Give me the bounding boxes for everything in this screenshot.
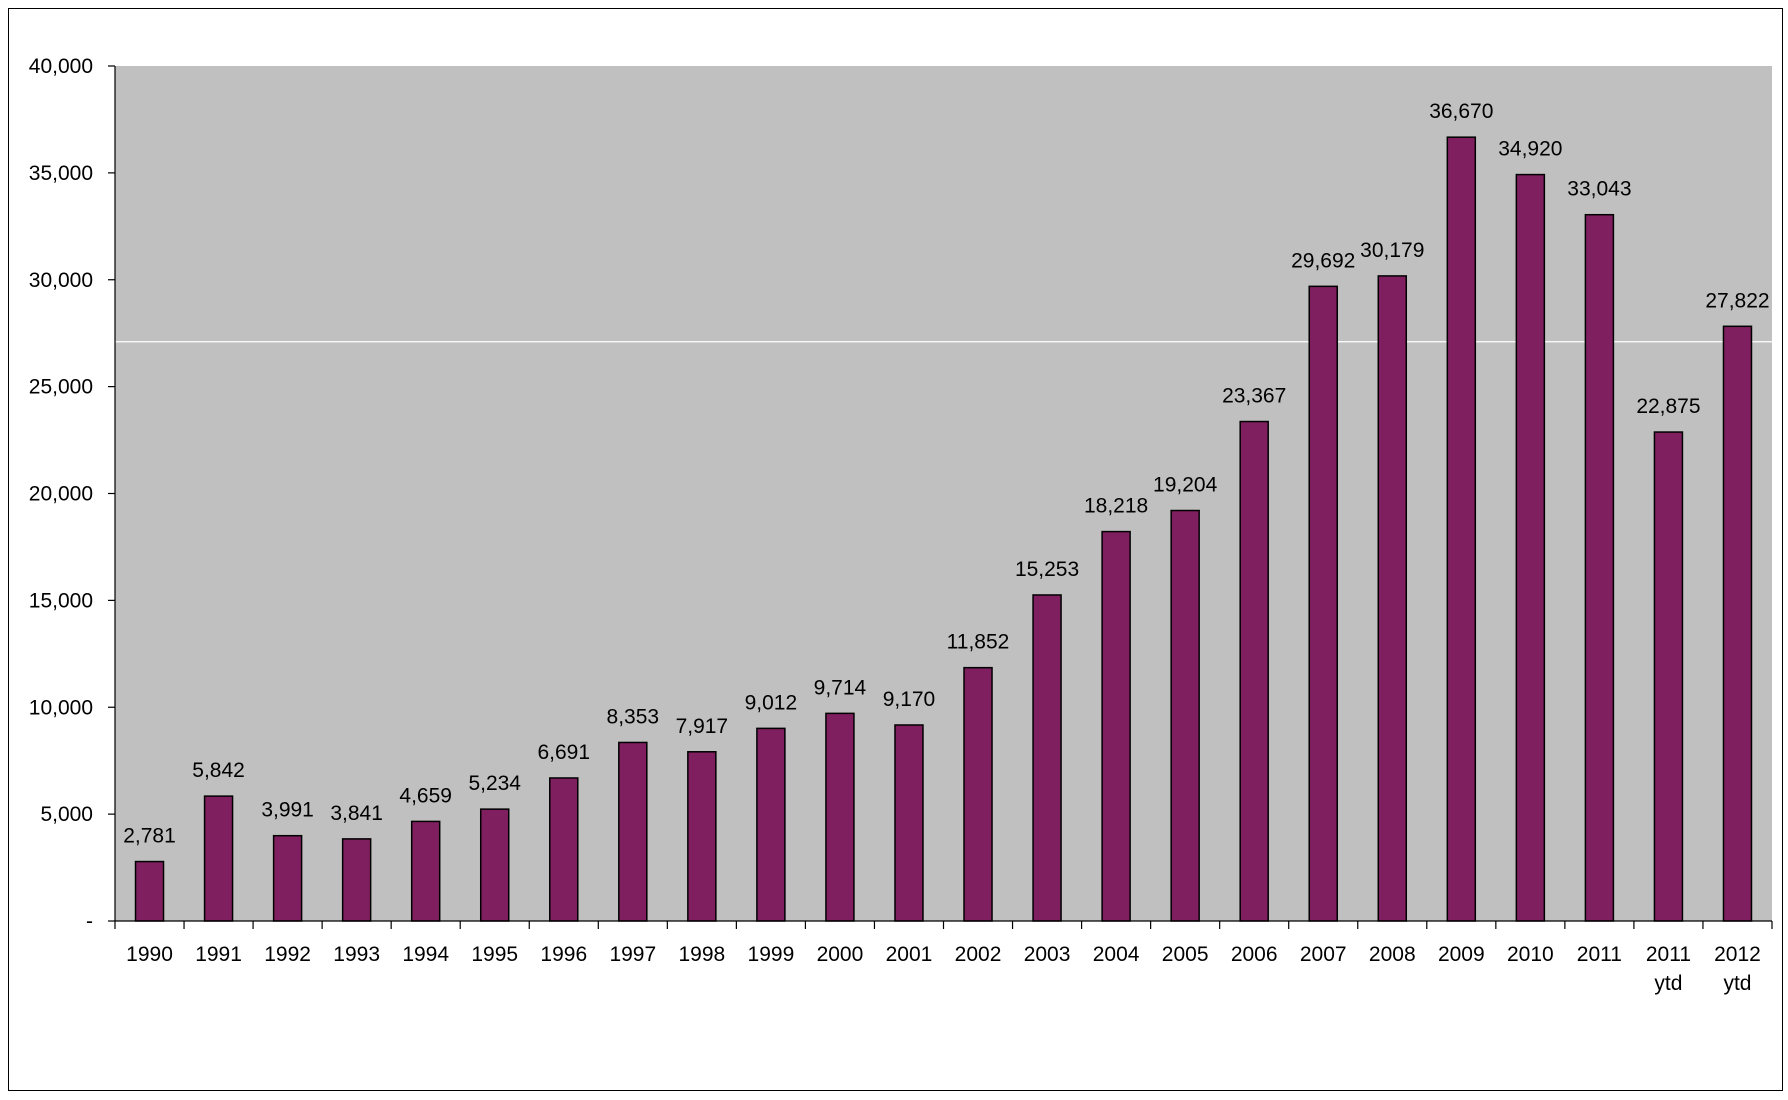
data-label: 15,253 [1015, 558, 1079, 581]
x-tick-label: 2010 [1507, 943, 1554, 966]
x-tick-label: 2006 [1231, 943, 1278, 966]
data-label: 8,353 [607, 705, 660, 728]
bar [1446, 136, 1477, 922]
bars-group [134, 136, 1753, 922]
bar [1239, 420, 1269, 922]
x-axis: 1990 1991 1992 1993 1994 1995 1996 1997 1998 1999… [114, 920, 1773, 995]
data-label: 3,841 [330, 802, 383, 825]
y-axis: - 5,000 10,000 15,000 20,000 25,000 30,000 35,0… [29, 55, 116, 933]
x-tick-label: 2002 [955, 943, 1002, 966]
bar [272, 834, 303, 922]
bar [825, 712, 855, 922]
data-label: 9,714 [814, 676, 867, 699]
x-tick-label: 2003 [1024, 943, 1071, 966]
data-label: 6,691 [537, 741, 590, 764]
data-label: 9,012 [745, 691, 798, 714]
bar [1722, 325, 1753, 922]
x-tick-label: 2008 [1369, 943, 1416, 966]
x-tick-label: 1990 [126, 943, 173, 966]
data-label: 34,920 [1498, 138, 1562, 161]
data-label: 3,991 [261, 799, 314, 822]
bar [1101, 530, 1131, 922]
data-label: 2,781 [123, 825, 176, 848]
x-tick-label: 1993 [333, 943, 380, 966]
y-tick-label: 5,000 [40, 803, 93, 826]
y-tick-label: 15,000 [29, 589, 93, 612]
bar [1377, 275, 1408, 922]
data-label: 27,822 [1705, 289, 1769, 312]
x-tick-label: 2001 [886, 943, 933, 966]
data-label: 36,670 [1429, 100, 1493, 123]
bar [618, 741, 648, 922]
plot-area [115, 66, 1772, 921]
bar [1584, 213, 1615, 922]
y-tick-label: 40,000 [29, 55, 93, 78]
x-tick-label: 1992 [264, 943, 311, 966]
y-tick-label: 10,000 [29, 696, 93, 719]
bar [687, 751, 717, 922]
bar [963, 666, 993, 922]
x-tick-label: 2000 [817, 943, 864, 966]
bar [410, 820, 441, 922]
data-label: 9,170 [883, 688, 936, 711]
x-tick-label: 2009 [1438, 943, 1485, 966]
x-tick-label: 2004 [1093, 943, 1140, 966]
bar [203, 795, 234, 922]
x-tick-label: 2007 [1300, 943, 1347, 966]
data-label: 19,204 [1153, 474, 1218, 497]
y-tick-label: 20,000 [29, 483, 93, 506]
y-tick-label: 30,000 [29, 269, 93, 292]
bar [1170, 509, 1200, 922]
x-tick-label: 1995 [471, 943, 518, 966]
data-label: 11,852 [947, 631, 1010, 654]
bar [341, 838, 372, 922]
bar [1653, 431, 1684, 922]
bar [1032, 594, 1062, 922]
x-tick-label: 1999 [748, 943, 795, 966]
bar [756, 727, 786, 922]
y-tick-label: 25,000 [29, 376, 93, 399]
x-tick-label: 1998 [678, 943, 725, 966]
data-label: 33,043 [1567, 178, 1631, 201]
data-label: 18,218 [1084, 495, 1148, 518]
bar [1308, 285, 1338, 922]
data-label: 23,367 [1222, 385, 1286, 408]
x-tick-label: 1997 [609, 943, 656, 966]
y-tick-label: - [86, 910, 93, 933]
bar [894, 724, 924, 922]
data-labels-group: 2,781 5,842 3,991 3,841 4,659 5,234 6,691 8,353… [123, 100, 1769, 847]
bar [1515, 173, 1546, 922]
data-label: 30,179 [1360, 239, 1424, 262]
x-tick-label: 2011 ytd [1646, 943, 1691, 995]
x-tick-label: 2005 [1162, 943, 1209, 966]
data-label: 5,234 [468, 772, 521, 795]
x-tick-label: 1996 [540, 943, 587, 966]
bar [134, 860, 165, 922]
x-tick-label: 1991 [195, 943, 242, 966]
data-label: 5,842 [192, 759, 245, 782]
data-label: 4,659 [399, 784, 452, 807]
x-tick-label: 2012 ytd [1714, 943, 1761, 995]
bar [549, 777, 579, 922]
data-label: 29,692 [1291, 249, 1355, 272]
data-label: 22,875 [1636, 395, 1700, 418]
x-tick-label: 2011 [1577, 943, 1622, 966]
data-label: 7,917 [676, 715, 729, 738]
x-tick-label: 1994 [402, 943, 449, 966]
y-tick-label: 35,000 [29, 162, 93, 185]
bar [479, 808, 510, 922]
